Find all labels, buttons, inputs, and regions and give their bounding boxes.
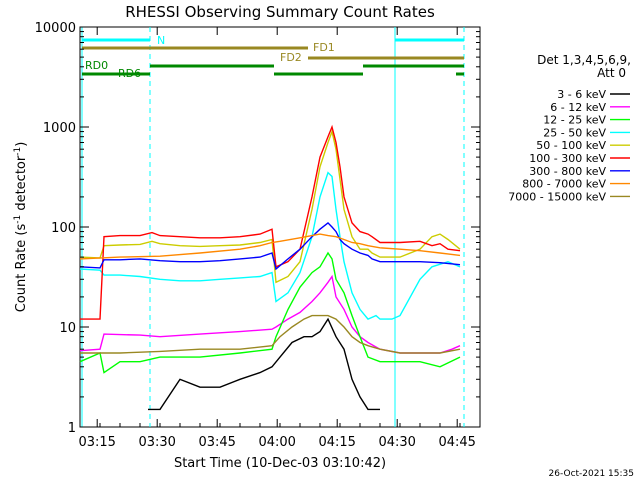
legend-label-4: 50 - 100 keV xyxy=(536,139,606,152)
x-tick-label-5: 04:30 xyxy=(378,435,415,450)
x-tick-label-3: 04:00 xyxy=(258,435,295,450)
x-tick-label-0: 03:15 xyxy=(78,435,115,450)
series-line-0 xyxy=(148,317,380,411)
series-line-4 xyxy=(79,129,461,284)
legend-title-line1: Det 1,3,4,5,6,9, xyxy=(537,53,631,67)
annotation-rd0: RD0 xyxy=(85,59,108,72)
legend-label-3: 25 - 50 keV xyxy=(543,126,606,139)
y-tick-label-3: 1000 xyxy=(43,121,76,136)
annotation-rd6: RD6 xyxy=(118,67,141,80)
legend-label-7: 800 - 7000 keV xyxy=(522,178,606,191)
series-line-6 xyxy=(79,221,461,271)
legend-label-2: 12 - 25 keV xyxy=(543,114,606,127)
legend-label-5: 100 - 300 keV xyxy=(529,152,606,165)
timestamp: 26-Oct-2021 15:35 xyxy=(549,469,634,479)
x-tick-label-6: 04:45 xyxy=(438,435,475,450)
axis-ticks: 03:15 03:30 03:45 04:00 04:15 04:30 04:45 1 10 10… xyxy=(35,21,481,450)
y-tick-label-2: 100 xyxy=(51,221,76,236)
legend-label-8: 7000 - 15000 keV xyxy=(508,190,606,203)
series-line-8 xyxy=(80,314,461,354)
mode-bars: N FD1 FD2 RD0 RD6 xyxy=(82,34,464,80)
y-tick-label-1: 10 xyxy=(59,321,76,336)
series-layer xyxy=(79,124,461,411)
annotation-n: N xyxy=(157,34,165,47)
x-tick-label-1: 03:30 xyxy=(138,435,175,450)
x-tick-label-2: 03:45 xyxy=(198,435,235,450)
legend-title-line2: Att 0 xyxy=(597,66,626,80)
x-axis-label: Start Time (10-Dec-03 03:10:42) xyxy=(174,456,386,471)
series-line-2 xyxy=(79,251,461,374)
legend-label-0: 3 - 6 keV xyxy=(557,88,606,101)
chart-title: RHESSI Observing Summary Count Rates xyxy=(125,3,435,21)
x-tick-label-4: 04:15 xyxy=(318,435,355,450)
annotation-fd2: FD2 xyxy=(280,51,302,64)
y-tick-label-0: 1 xyxy=(68,421,76,436)
series-line-7 xyxy=(79,233,461,260)
y-axis-label: Count Rate (s-1 detector-1) xyxy=(13,142,29,313)
series-line-3 xyxy=(79,171,461,320)
y-tick-label-4: 10000 xyxy=(35,21,76,36)
legend-label-1: 6 - 12 keV xyxy=(550,101,606,114)
series-line-5 xyxy=(80,124,461,320)
annotation-fd1: FD1 xyxy=(313,41,335,54)
legend-label-6: 300 - 800 keV xyxy=(529,165,606,178)
